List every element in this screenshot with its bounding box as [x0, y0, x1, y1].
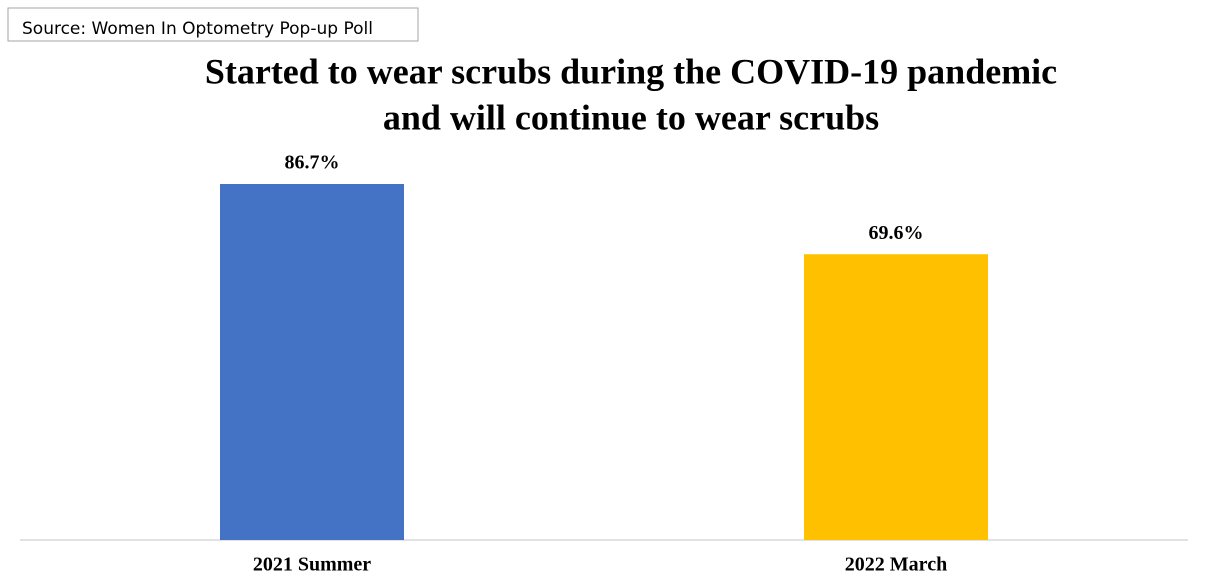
- bar: [804, 254, 988, 540]
- x-tick-label: 2021 Summer: [253, 554, 371, 576]
- source: Source: Women In Optometry Pop-up Poll: [22, 19, 373, 39]
- x-tick-label: 2022 March: [845, 554, 947, 576]
- value-label: 69.6%: [869, 222, 924, 244]
- source-box: [7, 7, 419, 42]
- value-label: 86.7%: [285, 152, 340, 174]
- chart-title: Started to wear scrubs during the COVID-…: [205, 51, 1057, 91]
- chart-title: and will continue to wear scrubs: [383, 97, 879, 137]
- bar: [220, 184, 404, 540]
